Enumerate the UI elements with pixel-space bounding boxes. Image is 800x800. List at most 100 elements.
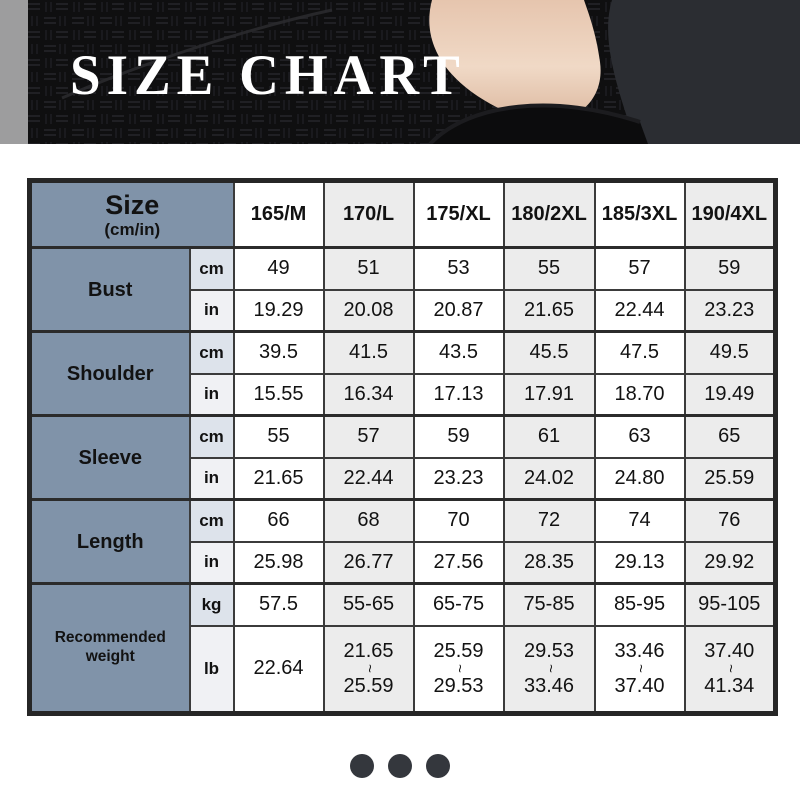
value-cell: 20.87	[412, 289, 505, 333]
measurement-row: Recommended weight kg 57.5 55-65 65-75 75-85 8…	[28, 582, 777, 715]
value-cell: 68	[322, 498, 415, 543]
size-header-unit-note: (cm/in)	[104, 219, 161, 239]
value-cell: 47.5	[593, 330, 686, 375]
carousel-dot	[388, 754, 412, 778]
size-header-title: Size	[105, 189, 160, 220]
value-cell: 24.02	[502, 457, 596, 501]
value-cell: 19.29	[232, 289, 325, 333]
value-cell: 29.92	[683, 541, 777, 585]
carousel-dot	[350, 754, 374, 778]
value-range: 29.53 ~33.46	[523, 640, 575, 698]
value-cell: 66	[232, 498, 325, 543]
value-cell: 17.91	[502, 373, 596, 417]
value-cell: 26.77	[322, 541, 415, 585]
size-chart-section: Size (cm/in) 165/M 170/L 175/XL 180/2XL 185/…	[27, 178, 779, 716]
unit-cell: lb	[188, 625, 235, 715]
header-row: Size (cm/in) 165/M 170/L 175/XL 180/2XL 185/…	[28, 179, 777, 249]
value-cell: 21.65 ~25.59	[322, 625, 415, 715]
measurement-label: Bust	[28, 246, 191, 333]
measurement-row: Shoulder cm 39.5 41.5 43.5 45.5 47.5 49.5	[28, 330, 777, 417]
value-cell: 22.64	[232, 625, 325, 715]
range-tilde: ~	[541, 664, 559, 674]
measurement-row: Sleeve cm 55 57 59 61 63 65	[28, 414, 777, 501]
value-cell: 17.13	[412, 373, 505, 417]
value-cell: 55	[232, 414, 325, 459]
range-tilde: ~	[721, 664, 739, 674]
sweater-photo-illustration	[0, 0, 800, 144]
measurement-label: Shoulder	[28, 330, 191, 417]
value-cell: 16.34	[322, 373, 415, 417]
value-cell: 43.5	[412, 330, 505, 375]
value-cell: 57	[593, 246, 686, 291]
value-cell: 22.44	[593, 289, 686, 333]
carousel-dots	[0, 754, 800, 778]
value-range: 21.65 ~25.59	[343, 640, 394, 698]
value-cell: 23.23	[412, 457, 505, 501]
measurement-label: Length	[28, 498, 191, 585]
value-cell: 24.80	[593, 457, 686, 501]
value-cell: 85-95	[593, 582, 686, 627]
value-cell: 27.56	[412, 541, 505, 585]
range-tilde: ~	[451, 664, 469, 674]
range-tilde: ~	[361, 664, 379, 674]
value-cell: 28.35	[502, 541, 596, 585]
value-cell: 23.23	[683, 289, 777, 333]
value-cell: 74	[593, 498, 686, 543]
value-cell: 95-105	[683, 582, 777, 627]
value-cell: 65	[683, 414, 777, 459]
value-cell: 57.5	[232, 582, 325, 627]
size-column-header: 165/M	[232, 179, 325, 249]
size-table: Size (cm/in) 165/M 170/L 175/XL 180/2XL 185/…	[27, 178, 779, 716]
measurement-row: in 21.65 22.44 23.23 24.02 24.80 25.59	[30, 457, 777, 501]
value-cell: 15.55	[232, 373, 325, 417]
unit-cell: in	[188, 289, 235, 333]
value-cell: 25.98	[232, 541, 325, 585]
value-cell: 37.40 ~41.34	[683, 625, 777, 715]
value-cell: 18.70	[593, 373, 686, 417]
value-cell: 57	[322, 414, 415, 459]
measurement-label: Sleeve	[28, 414, 191, 501]
value-cell: 45.5	[502, 330, 596, 375]
value-cell: 41.5	[322, 330, 415, 375]
value-cell: 75-85	[502, 582, 596, 627]
value-cell: 63	[593, 414, 686, 459]
size-column-header: 190/4XL	[683, 179, 777, 249]
measurement-row: lb 22.64 21.65 ~25.59 25.59 ~29.53 29.53 ~33.46…	[30, 625, 777, 715]
value-cell: 55	[502, 246, 596, 291]
size-column-header: 185/3XL	[593, 179, 686, 249]
value-cell: 25.59 ~29.53	[412, 625, 505, 715]
value-cell: 65-75	[412, 582, 505, 627]
value-cell: 72	[502, 498, 596, 543]
measurement-row: in 15.55 16.34 17.13 17.91 18.70 19.49	[30, 373, 777, 417]
value-cell: 21.65	[502, 289, 596, 333]
value-cell: 70	[412, 498, 505, 543]
value-cell: 29.13	[593, 541, 686, 585]
value-cell: 20.08	[322, 289, 415, 333]
unit-cell: in	[188, 541, 235, 585]
value-cell: 76	[683, 498, 777, 543]
value-cell: 19.49	[683, 373, 777, 417]
size-column-header: 170/L	[322, 179, 415, 249]
size-column-header: 175/XL	[412, 179, 505, 249]
value-cell: 55-65	[322, 582, 415, 627]
measurement-label: Recommended weight	[28, 582, 191, 715]
measurement-row: in 25.98 26.77 27.56 28.35 29.13 29.92	[30, 541, 777, 585]
size-table-body: Bust cm 49 51 53 55 57 59 in 19.29 20.08 20.87 21.65…	[28, 246, 777, 715]
range-tilde: ~	[632, 664, 650, 674]
page-title: SIZE CHART	[70, 42, 466, 107]
measurement-row: in 19.29 20.08 20.87 21.65 22.44 23.23	[30, 289, 777, 333]
value-cell: 21.65	[232, 457, 325, 501]
unit-cell: cm	[188, 498, 235, 543]
value-cell: 39.5	[232, 330, 325, 375]
size-header-cell: Size (cm/in)	[28, 179, 235, 249]
size-column-header: 180/2XL	[502, 179, 596, 249]
value-cell: 51	[322, 246, 415, 291]
value-cell: 53	[412, 246, 505, 291]
value-cell: 59	[412, 414, 505, 459]
value-cell: 25.59	[683, 457, 777, 501]
carousel-dot	[426, 754, 450, 778]
unit-cell: in	[188, 457, 235, 501]
value-cell: 49.5	[683, 330, 777, 375]
measurement-row: Bust cm 49 51 53 55 57 59	[28, 246, 777, 333]
unit-cell: cm	[188, 414, 235, 459]
